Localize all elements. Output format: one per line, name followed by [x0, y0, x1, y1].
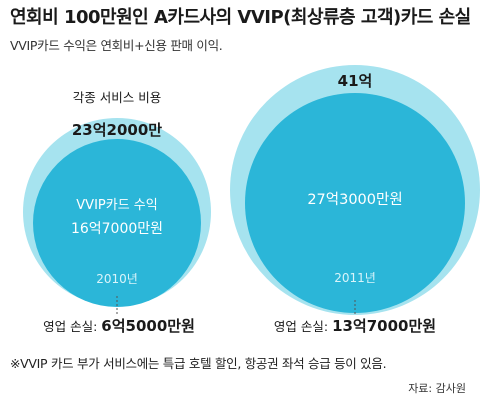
- year-label-2010: 2010년: [96, 272, 138, 286]
- year-label-2011: 2011년: [334, 271, 376, 285]
- cost-value-2010: 23억2000만: [72, 121, 162, 139]
- revenue-label-2010: VVIP카드 수익: [76, 198, 157, 213]
- inner-circle-2010년: [33, 139, 201, 307]
- cost-value-2011: 41억: [338, 72, 373, 90]
- revenue-value-2010: 16억7000만원: [71, 221, 163, 237]
- loss-2011년: 영업 손실: 13억7000만원: [274, 317, 436, 335]
- footnote: ※VVIP 카드 부가 서비스에는 특급 호텔 할인, 항공권 좌석 승급 등이…: [10, 356, 387, 371]
- revenue-value-2011: 27억3000만원: [307, 191, 402, 208]
- cost-label-2010: 각종 서비스 비용: [73, 90, 161, 105]
- source-note: 자료: 감사원: [408, 382, 466, 395]
- loss-2010년: 영업 손실: 6억5000만원: [43, 317, 195, 335]
- chart-subtitle: VVIP카드 수익은 연회비+신용 판매 이익.: [10, 38, 223, 53]
- chart-title: 연회비 100만원인 A카드사의 VVIP(최상류층 고객)카드 손실: [10, 7, 471, 28]
- inner-circle-2011년: [245, 93, 465, 313]
